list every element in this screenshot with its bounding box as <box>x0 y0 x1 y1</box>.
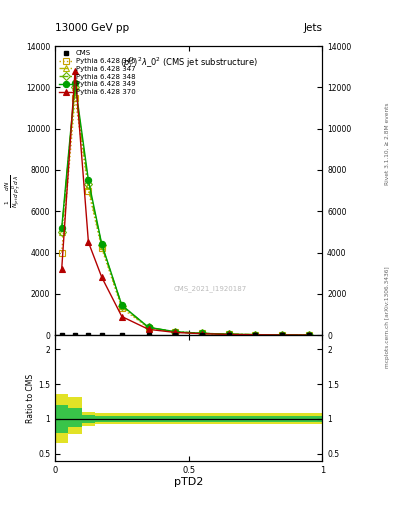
Line: Pythia 6.428 370: Pythia 6.428 370 <box>59 68 312 338</box>
Pythia 6.428 370 <box>59 266 64 272</box>
CMS <box>226 332 231 338</box>
Pythia 6.428 348 <box>119 303 124 309</box>
Text: mcplots.cern.ch [arXiv:1306.3436]: mcplots.cern.ch [arXiv:1306.3436] <box>385 267 389 368</box>
Pythia 6.428 346 <box>59 249 64 255</box>
Pythia 6.428 370 <box>99 274 104 281</box>
Pythia 6.428 347 <box>200 330 204 336</box>
Y-axis label: $\frac{1}{N_{jet}}\frac{dN}{d\,p_T^D\,d\,\lambda}$: $\frac{1}{N_{jet}}\frac{dN}{d\,p_T^D\,d\… <box>4 174 23 207</box>
Pythia 6.428 370 <box>253 332 258 338</box>
Pythia 6.428 347 <box>253 332 258 338</box>
X-axis label: pTD2: pTD2 <box>174 477 203 487</box>
Pythia 6.428 346 <box>173 329 178 335</box>
Pythia 6.428 349 <box>173 329 178 335</box>
Pythia 6.428 347 <box>226 331 231 337</box>
Text: CMS_2021_I1920187: CMS_2021_I1920187 <box>173 286 247 292</box>
Pythia 6.428 370 <box>307 332 311 338</box>
Y-axis label: Ratio to CMS: Ratio to CMS <box>26 373 35 422</box>
Pythia 6.428 348 <box>226 331 231 337</box>
Legend: CMS, Pythia 6.428 346, Pythia 6.428 347, Pythia 6.428 348, Pythia 6.428 349, Pyt: CMS, Pythia 6.428 346, Pythia 6.428 347,… <box>58 49 137 96</box>
Pythia 6.428 347 <box>86 183 91 189</box>
Pythia 6.428 346 <box>146 325 151 331</box>
CMS <box>59 332 64 338</box>
Pythia 6.428 348 <box>280 332 285 338</box>
Pythia 6.428 370 <box>280 332 285 338</box>
Pythia 6.428 348 <box>86 181 91 187</box>
Pythia 6.428 346 <box>280 332 285 338</box>
Pythia 6.428 370 <box>173 329 178 335</box>
Pythia 6.428 346 <box>73 95 77 101</box>
Pythia 6.428 346 <box>200 330 204 336</box>
Line: Pythia 6.428 346: Pythia 6.428 346 <box>59 95 312 338</box>
Pythia 6.428 348 <box>253 332 258 338</box>
Pythia 6.428 349 <box>280 332 285 338</box>
Pythia 6.428 347 <box>73 84 77 91</box>
Line: Pythia 6.428 349: Pythia 6.428 349 <box>59 80 312 338</box>
Pythia 6.428 370 <box>73 68 77 74</box>
Pythia 6.428 347 <box>59 229 64 235</box>
Text: 13000 GeV pp: 13000 GeV pp <box>55 23 129 33</box>
Pythia 6.428 348 <box>173 329 178 335</box>
Pythia 6.428 349 <box>99 241 104 247</box>
Pythia 6.428 349 <box>119 302 124 308</box>
Line: Pythia 6.428 347: Pythia 6.428 347 <box>59 84 312 338</box>
Pythia 6.428 370 <box>119 313 124 319</box>
Pythia 6.428 349 <box>86 177 91 183</box>
CMS <box>307 332 311 338</box>
Pythia 6.428 348 <box>73 84 77 91</box>
Pythia 6.428 346 <box>253 332 258 338</box>
Pythia 6.428 349 <box>307 332 311 338</box>
CMS <box>173 332 178 338</box>
Pythia 6.428 349 <box>73 80 77 87</box>
CMS <box>280 332 285 338</box>
Pythia 6.428 347 <box>119 303 124 309</box>
Pythia 6.428 346 <box>99 245 104 251</box>
Pythia 6.428 348 <box>307 332 311 338</box>
Pythia 6.428 370 <box>146 326 151 332</box>
Pythia 6.428 347 <box>280 332 285 338</box>
CMS <box>146 332 151 338</box>
Pythia 6.428 348 <box>99 242 104 248</box>
Pythia 6.428 347 <box>99 243 104 249</box>
Pythia 6.428 370 <box>86 239 91 245</box>
Pythia 6.428 370 <box>200 331 204 337</box>
Pythia 6.428 347 <box>173 329 178 335</box>
Pythia 6.428 349 <box>253 332 258 338</box>
Pythia 6.428 349 <box>146 324 151 330</box>
Pythia 6.428 347 <box>307 332 311 338</box>
Text: Rivet 3.1.10, ≥ 2.8M events: Rivet 3.1.10, ≥ 2.8M events <box>385 102 389 185</box>
Pythia 6.428 348 <box>59 229 64 235</box>
Pythia 6.428 349 <box>59 225 64 231</box>
CMS <box>73 332 77 338</box>
Line: Pythia 6.428 348: Pythia 6.428 348 <box>59 84 312 338</box>
CMS <box>119 332 124 338</box>
CMS <box>99 332 104 338</box>
Pythia 6.428 346 <box>86 187 91 194</box>
CMS <box>200 332 204 338</box>
Pythia 6.428 348 <box>146 325 151 331</box>
Pythia 6.428 346 <box>307 332 311 338</box>
Pythia 6.428 348 <box>200 330 204 336</box>
Pythia 6.428 349 <box>226 331 231 337</box>
Text: Jets: Jets <box>303 23 322 33</box>
Pythia 6.428 349 <box>200 330 204 336</box>
Pythia 6.428 370 <box>226 331 231 337</box>
CMS <box>253 332 258 338</box>
Pythia 6.428 346 <box>226 331 231 337</box>
Pythia 6.428 347 <box>146 325 151 331</box>
Text: $(p_T^D)^2\lambda\_0^2$ (CMS jet substructure): $(p_T^D)^2\lambda\_0^2$ (CMS jet substru… <box>120 55 257 70</box>
Line: CMS: CMS <box>59 333 311 337</box>
CMS <box>86 332 91 338</box>
Pythia 6.428 346 <box>119 305 124 311</box>
